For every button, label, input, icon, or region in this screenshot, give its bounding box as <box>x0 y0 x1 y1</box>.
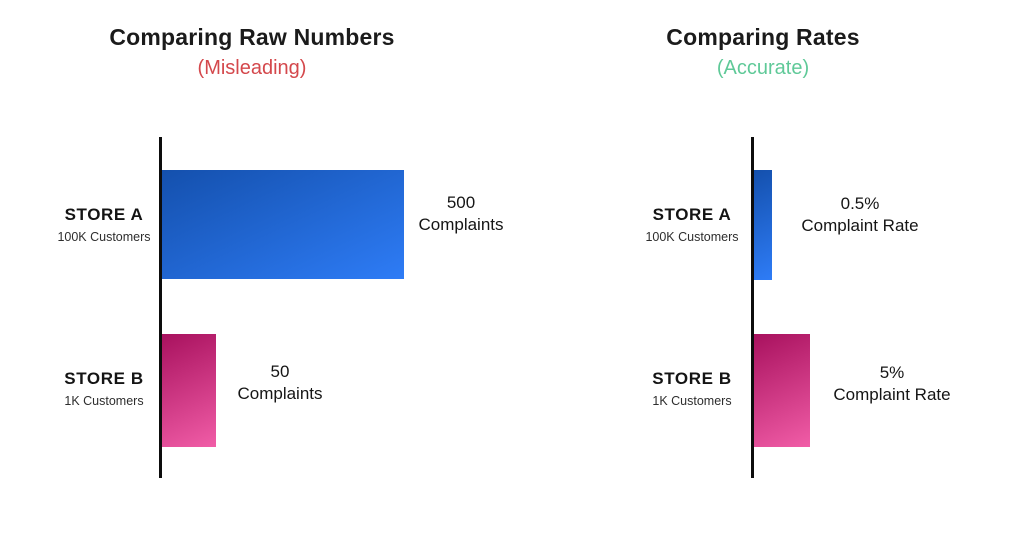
right-store-b-value: 5% Complaint Rate <box>822 362 962 405</box>
store-customers: 100K Customers <box>57 230 151 244</box>
store-name: STORE B <box>652 369 732 388</box>
store-customers: 100K Customers <box>645 230 739 244</box>
right-store-a-label: STORE A 100K Customers <box>612 204 772 246</box>
right-store-a-value: 0.5% Complaint Rate <box>790 193 930 236</box>
left-store-a-value: 500 Complaints <box>404 192 518 235</box>
left-store-a-label: STORE A 100K Customers <box>24 204 184 246</box>
store-customers: 1K Customers <box>652 394 732 408</box>
right-store-b-label: STORE B 1K Customers <box>612 368 772 410</box>
left-store-b-bar <box>162 334 216 447</box>
store-name: STORE B <box>64 369 144 388</box>
left-y-axis-line <box>159 137 162 478</box>
left-store-b-value: 50 Complaints <box>223 361 337 404</box>
value-unit: Complaints <box>418 214 504 234</box>
store-name: STORE A <box>652 205 732 224</box>
value-number: 0.5% <box>840 194 880 213</box>
left-store-b-label: STORE B 1K Customers <box>24 368 184 410</box>
value-unit: Complaints <box>237 383 323 403</box>
value-unit: Complaint Rate <box>833 384 951 404</box>
right-store-b-bar <box>754 334 810 447</box>
value-unit: Complaint Rate <box>801 215 919 235</box>
left-store-a-bar <box>162 170 404 279</box>
left-panel-subtitle: (Misleading) <box>197 57 307 79</box>
store-name: STORE A <box>64 205 144 224</box>
right-store-a-bar <box>754 170 772 280</box>
value-number: 500 <box>446 193 476 212</box>
right-y-axis-line <box>751 137 754 478</box>
right-panel-title: Comparing Rates <box>666 24 860 50</box>
right-panel-subtitle: (Accurate) <box>716 57 810 79</box>
value-number: 50 <box>270 362 290 381</box>
value-number: 5% <box>879 363 905 382</box>
left-panel-title: Comparing Raw Numbers <box>109 24 395 50</box>
store-customers: 1K Customers <box>64 394 144 408</box>
